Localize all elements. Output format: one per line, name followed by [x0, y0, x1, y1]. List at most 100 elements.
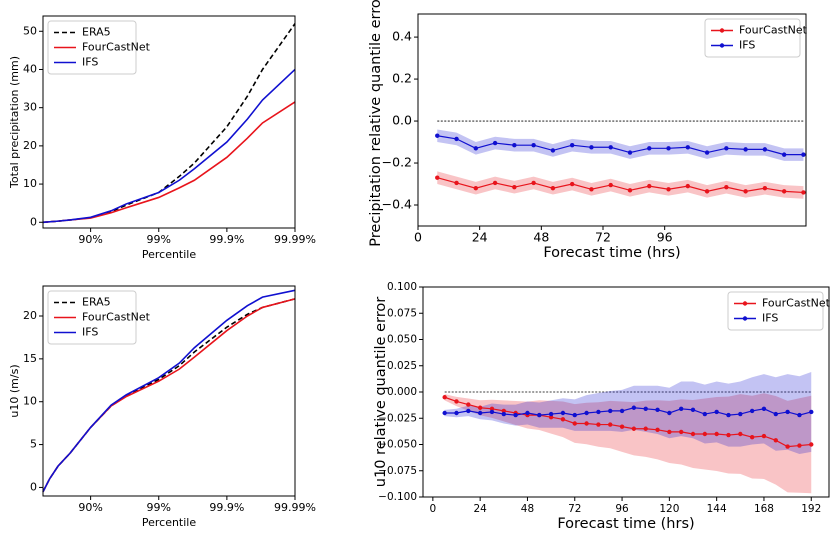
- legend-label: FourCastNet: [762, 297, 831, 310]
- y-axis-label: u10 (m/s): [8, 364, 21, 417]
- y-tick-label: 0.000: [387, 386, 417, 398]
- legend-marker: [719, 43, 725, 48]
- marker: [569, 181, 575, 187]
- marker: [454, 410, 459, 416]
- x-tick-label: 99.99%: [274, 233, 316, 246]
- y-tick-label: 40: [23, 62, 37, 75]
- x-tick-label: 0: [414, 230, 422, 245]
- legend-marker: [742, 316, 748, 321]
- marker: [724, 184, 729, 190]
- marker: [584, 421, 589, 426]
- marker: [454, 180, 459, 186]
- marker: [608, 145, 613, 150]
- marker: [704, 150, 710, 155]
- series-line: [42, 289, 296, 493]
- marker: [435, 175, 440, 180]
- x-tick-label: 48: [533, 230, 549, 245]
- marker: [761, 406, 767, 411]
- marker: [667, 410, 672, 416]
- axes-frame: [422, 286, 830, 498]
- series-line: [437, 177, 804, 194]
- marker: [489, 409, 495, 415]
- y-tick-label: −0.4: [382, 197, 412, 212]
- marker: [781, 189, 787, 194]
- marker: [442, 410, 447, 416]
- series-line: [42, 68, 296, 224]
- marker: [647, 183, 652, 189]
- marker: [762, 186, 768, 191]
- marker: [550, 186, 556, 191]
- marker: [454, 399, 459, 404]
- axes-frame: [417, 13, 807, 227]
- legend-label: FourCastNet: [82, 311, 151, 324]
- marker: [655, 427, 660, 432]
- marker: [596, 422, 601, 427]
- marker: [761, 433, 767, 439]
- marker: [685, 145, 691, 150]
- legend-box: [47, 290, 137, 345]
- marker: [785, 444, 790, 449]
- x-tick-label: 0: [430, 503, 437, 515]
- marker: [608, 408, 613, 414]
- y-tick-label: 10: [23, 395, 37, 408]
- legend-marker: [719, 28, 725, 33]
- marker: [743, 189, 748, 194]
- marker: [797, 412, 802, 418]
- marker: [773, 438, 778, 443]
- marker: [501, 408, 507, 414]
- marker: [560, 417, 566, 422]
- legend-label: ERA5: [82, 26, 111, 39]
- marker: [548, 411, 554, 417]
- x-tick-label: 48: [521, 503, 534, 515]
- y-tick-label: 0.0: [392, 113, 412, 128]
- marker: [512, 142, 517, 148]
- x-tick-label: 90%: [78, 501, 102, 514]
- x-tick-label: 72: [595, 230, 611, 245]
- marker: [466, 402, 471, 407]
- marker: [435, 133, 440, 138]
- marker: [569, 142, 575, 148]
- marker: [627, 150, 633, 155]
- marker: [584, 410, 589, 416]
- axes-frame: [42, 285, 296, 497]
- marker: [550, 148, 556, 153]
- error-band: [437, 171, 804, 199]
- error-band: [437, 129, 804, 161]
- marker: [797, 443, 802, 448]
- marker: [743, 147, 748, 152]
- legend-marker: [742, 301, 748, 306]
- y-tick-label: −0.075: [378, 465, 417, 477]
- x-tick-label: 99.9%: [209, 501, 244, 514]
- subplot: −0.100 −0.075 −0.050 −0.025 0.000 0.025 0.050 0…: [373, 281, 831, 532]
- subplot: 0 10 20 30 40 50 90% 99% 99.9% 99.99% Percentile To…: [8, 15, 316, 261]
- marker: [738, 411, 743, 417]
- y-tick-label: 0.2: [392, 71, 412, 86]
- marker: [655, 407, 660, 413]
- marker: [749, 408, 755, 414]
- marker: [560, 410, 566, 416]
- x-tick-label: 99%: [147, 233, 171, 246]
- marker: [690, 431, 696, 437]
- y-axis-label: Total precipitation (mm): [8, 56, 21, 189]
- y-tick-label: 0.100: [387, 281, 417, 293]
- legend-label: IFS: [762, 312, 778, 325]
- x-axis-label: Percentile: [142, 248, 197, 261]
- legend-label: IFS: [82, 56, 98, 69]
- y-tick-label: 0.075: [387, 307, 417, 319]
- marker: [608, 182, 613, 188]
- marker: [685, 183, 691, 189]
- legend-label: IFS: [739, 39, 755, 52]
- marker: [678, 429, 684, 435]
- series-line: [42, 101, 296, 224]
- y-axis-label: u10 relative quantile error: [373, 297, 389, 487]
- y-axis-label: Precipitation relative quantile error: [368, 0, 384, 247]
- marker: [704, 189, 710, 194]
- marker: [477, 405, 483, 410]
- x-tick-label: 99%: [147, 501, 171, 514]
- x-tick-label: 96: [615, 503, 629, 515]
- marker: [647, 146, 652, 151]
- legend-label: IFS: [82, 326, 98, 339]
- marker: [726, 432, 731, 438]
